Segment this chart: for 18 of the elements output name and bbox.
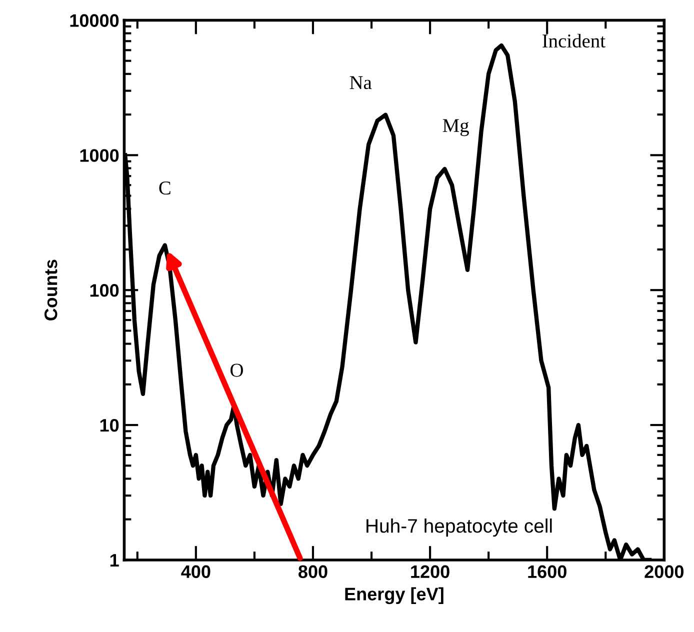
x-tick-label: 2000 <box>644 565 684 578</box>
y-tick-label: 10 <box>100 418 119 432</box>
annotation: Mg <box>442 119 469 136</box>
x-tick-label: 1200 <box>411 565 450 578</box>
x-tick-label: 800 <box>298 565 328 578</box>
x-tick-label: 400 <box>181 565 210 578</box>
y-tick-label: 100 <box>90 284 119 297</box>
annotation: O <box>230 364 243 377</box>
annotation: Incident <box>542 34 606 48</box>
annotation: C <box>159 181 170 195</box>
annotation: Huh-7 hepatocyte cell <box>366 518 552 537</box>
y-axis-title: Counts <box>44 260 58 320</box>
y-tick-label: 1 <box>110 554 119 566</box>
x-axis-title: Energy [eV] <box>345 587 444 604</box>
y-tick-label: 1000 <box>80 149 119 162</box>
annotation: Na <box>350 76 372 90</box>
x-tick-label: 1600 <box>528 565 566 578</box>
y-tick-label: 10000 <box>70 14 119 27</box>
